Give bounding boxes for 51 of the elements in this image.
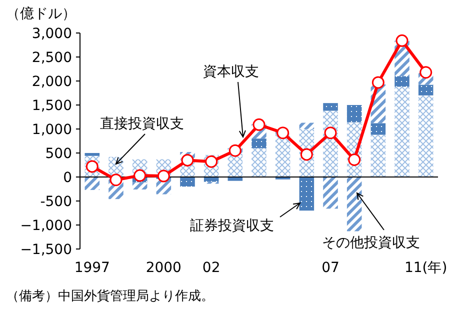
bar [84,153,100,156]
bar [418,95,434,177]
bar [370,134,386,177]
bar [252,148,266,177]
bar [252,138,266,148]
bar [418,84,434,96]
text: 資本収支 [203,64,259,80]
y-tick-label: −1,000 [20,218,72,234]
bar [132,182,148,190]
point [181,154,194,166]
x-tick-label: 2000 [146,260,182,276]
y-tick-label: 1,000 [32,122,72,138]
series-label: 証券投資収支 [190,218,274,234]
bar [346,105,362,122]
bar [346,177,362,232]
series-label: その他投資収支 [322,235,420,251]
y-axis-title: （億ドル） [6,6,76,22]
y-tick-label: 0 [63,170,72,186]
x-tick-label: 11(年) [404,260,448,276]
bar [299,122,314,129]
bar [323,103,338,111]
point [252,118,266,131]
x-tick-label: 1997 [74,260,110,276]
y-tick-label: -500 [40,194,72,210]
point [420,66,432,79]
bar [394,76,410,87]
bar [299,177,314,211]
bar [204,177,219,182]
bar [394,86,410,177]
point [324,126,337,140]
x-tick-label: 07 [322,260,340,276]
point [157,170,170,182]
bar [84,177,100,190]
point [134,169,146,182]
y-tick-label: 500 [45,146,72,162]
point [348,153,361,166]
text: （備考）中国外貨管理局より作成。 [6,289,214,304]
point [110,174,122,186]
y-tick-label: 1,500 [32,98,72,114]
bar [180,177,195,187]
y-tick-label: −1,500 [20,242,72,258]
point [228,144,242,157]
x-tick-label: 02 [202,260,220,276]
point [372,76,384,89]
y-tick-label: 3,000 [32,26,72,42]
y-tick-label: 2,500 [32,50,72,66]
series-label: 直接投資収支 [100,116,184,132]
y-tick-label: 2,000 [32,74,72,90]
bar [370,123,386,135]
bar [323,177,338,209]
point [396,34,408,47]
